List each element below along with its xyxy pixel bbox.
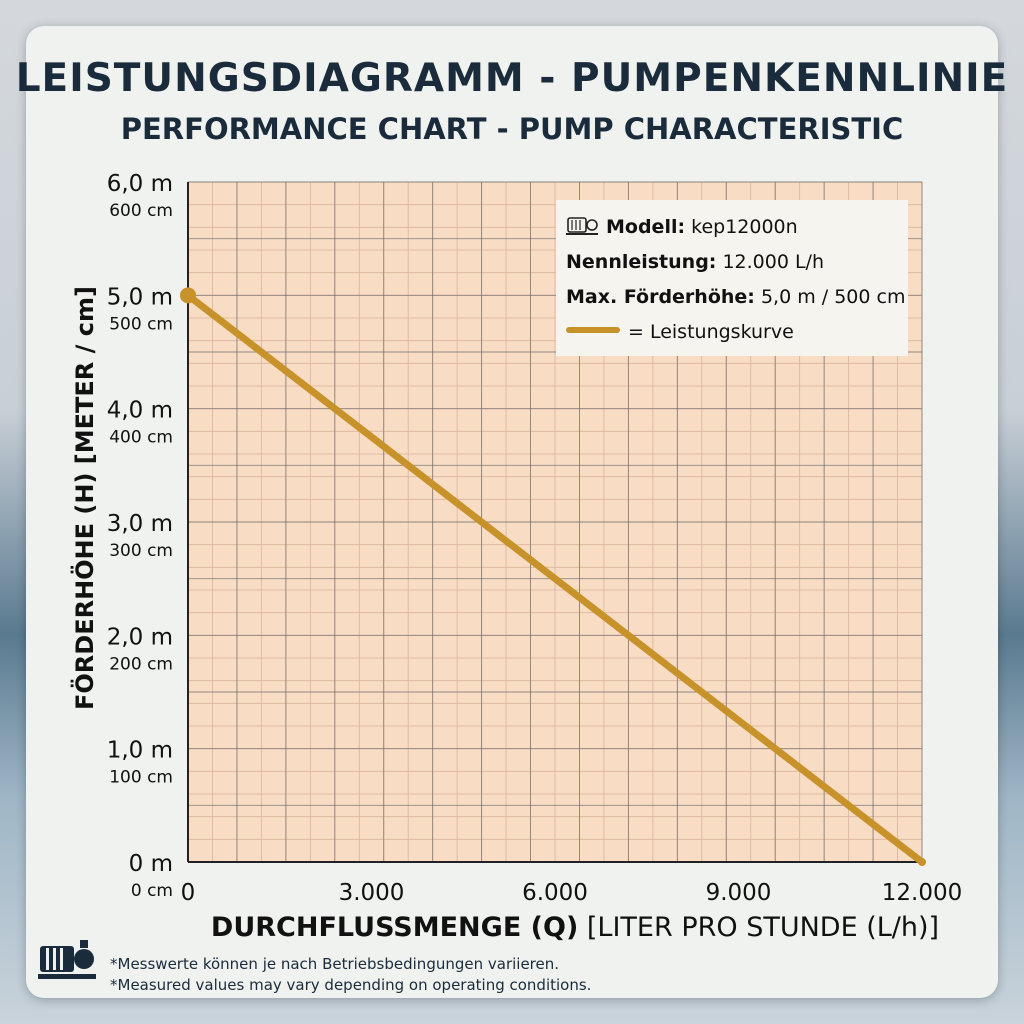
y-tick-sublabel: 600 cm (109, 201, 173, 221)
x-axis-label-bold: DURCHFLUSSMENGE (Q) (210, 912, 579, 943)
legend-curve-row: = Leistungskurve (566, 315, 898, 350)
footer-note-en: *Measured values may vary depending on o… (110, 976, 592, 994)
x-tick-label: 0 (181, 880, 196, 906)
x-tick-label: 3.000 (339, 880, 405, 906)
footer-notes: *Messwerte können je nach Betriebsbeding… (110, 954, 591, 996)
y-tick-sublabel: 100 cm (109, 768, 173, 788)
legend-curve-swatch (566, 327, 620, 333)
x-tick-label: 6.000 (522, 880, 588, 906)
y-axis-ticks: 0 m 0 cm 1,0 m 100 cm 2,0 m 200 cm 3,0 m 300 cm… (107, 171, 173, 901)
pump-icon (566, 217, 598, 235)
footer-note-de: *Messwerte können je nach Betriebsbeding… (110, 955, 560, 973)
data-point (180, 287, 196, 304)
x-tick-label: 12.000 (882, 880, 962, 906)
legend-model-value: kep12000n (691, 216, 798, 238)
y-tick-sublabel: 300 cm (109, 541, 173, 561)
y-tick-label: 6,0 m (107, 171, 173, 197)
legend-model-label: Modell: (606, 216, 686, 238)
chart-title: LEISTUNGSDIAGRAMM - PUMPENKENNLINIE (15, 56, 1009, 101)
series-line (184, 291, 926, 866)
legend-maxhead-label: Max. Förderhöhe: (566, 286, 755, 308)
y-tick-sublabel: 0 cm (131, 881, 173, 901)
chart-subtitle: PERFORMANCE CHART - PUMP CHARACTERISTIC (120, 112, 904, 146)
legend-maxhead-value: 5,0 m / 500 cm (760, 286, 906, 308)
series-group (180, 287, 926, 866)
x-axis-label-rest: [LITER PRO STUNDE (L/h)] (586, 912, 940, 943)
legend-model-row: Modell: kep12000n (566, 210, 898, 245)
pump-icon (38, 940, 96, 979)
y-tick-label: 4,0 m (107, 398, 173, 424)
legend-maxhead-row: Max. Förderhöhe: 5,0 m / 500 cm (566, 280, 905, 315)
data-point (918, 858, 926, 866)
x-axis-label: DURCHFLUSSMENGE (Q) [LITER PRO STUNDE (L… (0, 912, 1024, 943)
legend-rated-value: 12.000 L/h (722, 251, 825, 273)
y-tick-label: 2,0 m (107, 624, 173, 650)
y-tick-sublabel: 400 cm (109, 428, 173, 448)
legend-rated-row: Nennleistung: 12.000 L/h (566, 245, 898, 280)
x-axis-ticks: 0 3.000 6.000 9.000 12.000 (181, 880, 963, 906)
y-tick-label: 1,0 m (107, 738, 173, 764)
y-axis-label: FÖRDERHÖHE (H) [METER / cm] (71, 286, 99, 710)
legend-curve-label: = Leistungskurve (628, 321, 794, 343)
x-tick-label: 9.000 (706, 880, 772, 906)
legend-box: Modell: kep12000n Nennleistung: 12.000 L… (556, 200, 908, 356)
y-tick-label: 0 m (129, 851, 173, 877)
y-tick-sublabel: 200 cm (109, 654, 173, 674)
y-tick-label: 5,0 m (107, 284, 173, 310)
y-tick-label: 3,0 m (107, 511, 173, 537)
y-tick-sublabel: 500 cm (109, 314, 173, 334)
legend-rated-label: Nennleistung: (566, 251, 717, 273)
